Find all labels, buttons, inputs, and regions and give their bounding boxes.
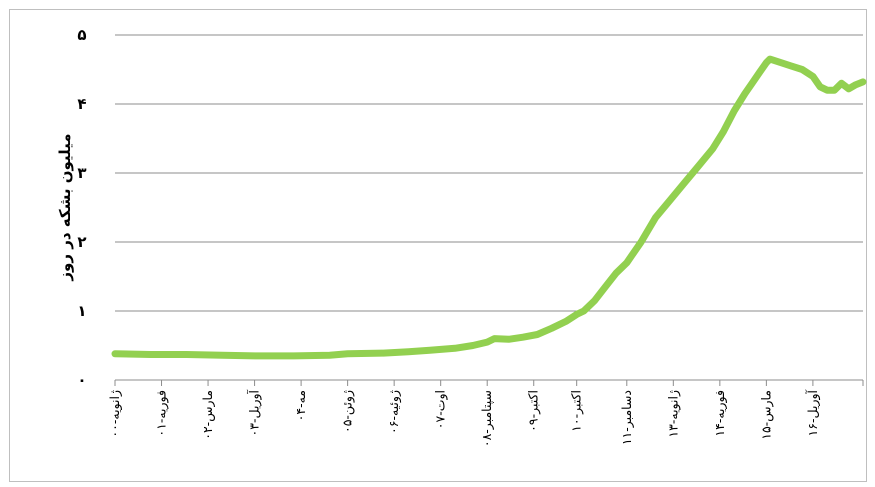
y-tick-labels: ٠ ١ ٢ ٣ ۴ ۵ xyxy=(77,26,86,389)
y-tick-label: ٠ xyxy=(77,371,86,389)
x-tick-label: مارس-٠٢ xyxy=(200,390,216,440)
x-tick-label: مارس-١۵ xyxy=(758,390,774,440)
x-tick-label: آوریل-١۶ xyxy=(805,389,821,436)
y-axis-label: میلیون بشکه در روز xyxy=(56,133,74,281)
y-tick-label: ۴ xyxy=(77,95,86,113)
chart-frame xyxy=(9,9,867,482)
x-tick-label: ژوئیه-٠۶ xyxy=(386,390,402,434)
x-tick-label: دسامبر-١١ xyxy=(619,390,635,445)
x-tick-label: ژوئن-٠۵ xyxy=(340,390,356,433)
series-line xyxy=(111,55,867,360)
axes xyxy=(114,379,864,386)
x-tick-label: سپتامبر-٠٨ xyxy=(479,390,495,447)
y-tick-label: ٢ xyxy=(77,233,86,251)
x-tick-label: فوریه-١۴ xyxy=(712,390,728,437)
x-tick-label: فوریه-٠١ xyxy=(154,390,170,437)
x-tick-labels: ژانویه-٠٠ فوریه-٠١ مارس-٠٢ آوریل-٠٣ مه-٠۴ ژوئ… xyxy=(107,389,821,447)
x-tick-label: اکتبر-١٠ xyxy=(569,390,585,432)
x-tick-label: ژانویه-١٣ xyxy=(665,390,681,438)
gridlines xyxy=(115,34,863,312)
x-tick-label: ژانویه-٠٠ xyxy=(107,390,123,438)
x-tick-label: مه-٠۴ xyxy=(293,390,308,421)
series-layer xyxy=(111,55,867,360)
y-tick-label: ٣ xyxy=(77,164,86,182)
y-tick-label: ١ xyxy=(77,302,86,320)
y-tick-label: ۵ xyxy=(77,26,86,44)
x-tick-label: اوت-٠٧ xyxy=(433,390,449,429)
x-tick-label: آوریل-٠٣ xyxy=(247,389,263,436)
x-tick-label: اکتبر-٠٩ xyxy=(526,390,542,432)
